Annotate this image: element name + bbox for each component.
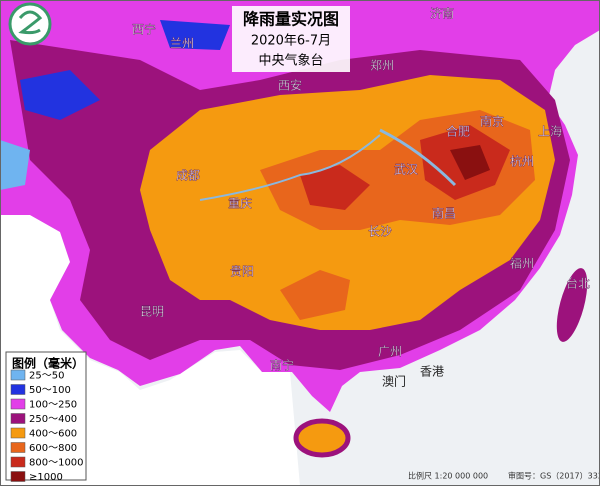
rain-800 (300, 165, 370, 210)
legend-label: 800～1000 (29, 458, 84, 469)
city-label: 西宁 (132, 22, 156, 37)
city-label: 南京 (480, 114, 504, 129)
river (199, 134, 381, 201)
rain-600 (280, 270, 350, 320)
city-label: 南宁 (270, 358, 294, 373)
period: 2020年6-7月 (251, 34, 331, 49)
city-label: 成都 (176, 169, 200, 183)
city-label: 台北 (566, 276, 590, 291)
legend-swatch (10, 427, 26, 439)
city-label: 济南 (430, 6, 454, 21)
legend-label: 100～250 (29, 400, 77, 411)
logo-mark (18, 10, 43, 35)
city-label: 澳门 (382, 374, 406, 389)
legend-swatch (10, 413, 26, 424)
map-number: 审图号：GS（2017）3320号 (508, 471, 600, 481)
legend-swatch (10, 456, 26, 468)
city-label: 贵阳 (230, 265, 254, 279)
city-label: 合肥 (446, 124, 470, 139)
legend-label: ≥1000 (29, 472, 63, 483)
legend-swatch (10, 384, 26, 395)
city-label: 西安 (278, 78, 302, 93)
city-label: 福州 (510, 256, 534, 271)
rain-25 (0, 140, 30, 190)
title-box (232, 6, 350, 72)
legend-label: 50～100 (29, 385, 71, 396)
rain-50 (20, 70, 100, 120)
legend-swatch (10, 471, 26, 482)
city-label: 兰州 (170, 37, 194, 51)
taiwan (556, 268, 588, 342)
city-label: 上海 (538, 124, 562, 139)
city-label: 广州 (378, 345, 402, 359)
city-label: 重庆 (228, 197, 252, 211)
legend-swatch (10, 398, 26, 410)
legend-label: 250～400 (29, 414, 77, 425)
city-label: 长沙 (368, 225, 392, 239)
city-label: 南昌 (432, 206, 456, 221)
river (379, 128, 457, 187)
scale: 比例尺 1:20 000 000 (408, 471, 488, 481)
rain-50 (160, 20, 230, 50)
legend-swatch (10, 442, 26, 453)
legend-label: 25～50 (29, 371, 64, 382)
title: 降雨量实况图 (243, 10, 339, 29)
city-label: 郑州 (370, 58, 394, 73)
hainan (293, 418, 351, 458)
city-label: 昆明 (140, 305, 164, 319)
legend-swatch (10, 369, 26, 381)
rain-1000 (450, 145, 490, 180)
agency: 中央气象台 (258, 53, 323, 69)
city-label: 杭州 (510, 154, 534, 169)
legend-title: 图例（毫米） (12, 356, 84, 371)
legend-label: 600～800 (29, 443, 77, 454)
legend-label: 400～600 (29, 429, 77, 440)
city-label: 武汉 (394, 163, 418, 177)
city-label: 香港 (420, 365, 444, 379)
legend-items: 25～50 50～100 100～250 250～400 400～600 600～800 8… (10, 369, 84, 483)
